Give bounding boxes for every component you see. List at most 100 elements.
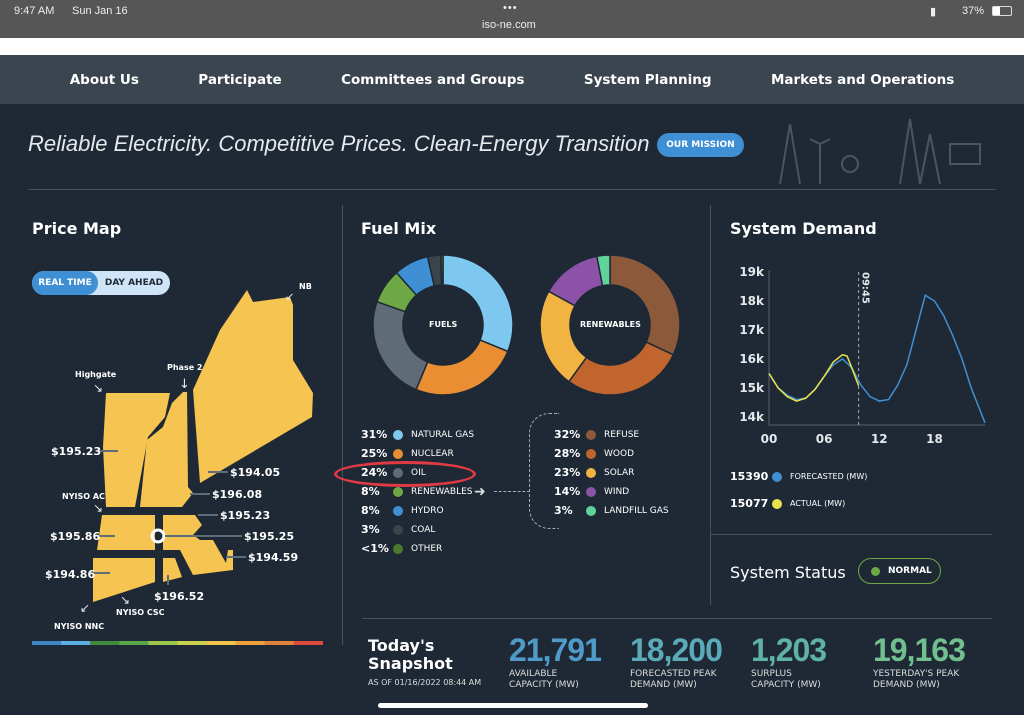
oil-highlight-circle [334, 461, 476, 487]
legend-label: COAL [411, 524, 436, 535]
price-nema[interactable]: $195.23 [220, 509, 271, 522]
demand-legend-item: 15077 ACTUAL (MW) [730, 490, 867, 517]
legend-item[interactable]: 8% RENEWABLES [361, 482, 474, 501]
our-mission-button[interactable]: OUR MISSION [657, 133, 744, 157]
legend-swatch-icon [393, 486, 403, 497]
x-tick-label: 00 [761, 432, 778, 446]
zone-vermont [103, 393, 170, 507]
legend-item[interactable]: 28% WOOD [554, 444, 669, 463]
real-time-tab[interactable]: REAL TIME [32, 271, 98, 295]
snapshot-stat: 1,203 SURPLUS CAPACITY (MW) [751, 632, 827, 691]
legend-label: HYDRO [411, 505, 444, 516]
scale-segment [293, 641, 323, 645]
legend-label: NATURAL GAS [411, 429, 475, 440]
legend-swatch-icon [393, 524, 403, 535]
scale-segment [177, 641, 207, 645]
legend-swatch-icon [586, 486, 596, 497]
phase2-arrow-icon: ↓ [179, 377, 190, 392]
legend-item[interactable]: 31% NATURAL GAS [361, 425, 474, 444]
fuels-slice-nuclear[interactable] [415, 339, 509, 396]
nav-system-planning[interactable]: System Planning [583, 71, 712, 88]
date: Sun Jan 16 [72, 5, 128, 17]
zone-wcma [97, 515, 155, 550]
y-tick-label: 18k [739, 294, 765, 308]
iface-nyiso-csc: NYISO CSC [116, 608, 165, 617]
fuels-slice-oil[interactable] [372, 300, 429, 391]
nav-about-us[interactable]: About Us [69, 71, 139, 88]
nb-arrow-icon: ↙ [285, 290, 294, 303]
legend-item[interactable]: 14% WIND [554, 482, 669, 501]
renewables-slice-solar[interactable] [539, 290, 588, 383]
renewables-legend: 32% REFUSE 28% WOOD 23% SOLAR 14% WIND 3% LANDFIL… [554, 425, 669, 520]
zone-rhode-island [163, 558, 182, 582]
price-wcma[interactable]: $195.86 [50, 530, 101, 543]
zone-maine [193, 290, 313, 483]
time: 9:47 AM [14, 5, 55, 17]
system-status-badge: NORMAL [858, 558, 941, 584]
legend-pct: 8% [361, 485, 380, 498]
new-england-map: ↙ ↓ ↘ ↘ ↘ ↙ [32, 290, 323, 645]
legend-pct: 23% [554, 466, 581, 479]
legend-item[interactable]: 3% COAL [361, 520, 474, 539]
stat-label-2: CAPACITY (MW) [509, 680, 579, 690]
legend-swatch-icon [393, 429, 403, 440]
price-maine[interactable]: $194.05 [230, 466, 281, 479]
renewables-slice-refuse[interactable] [609, 254, 681, 356]
fuel-mix-donuts [372, 254, 681, 396]
legend-swatch-icon [393, 505, 403, 516]
stat-value: 1,203 [751, 632, 827, 668]
renewables-slice-wood[interactable] [567, 341, 675, 396]
price-hub[interactable]: $195.25 [244, 530, 295, 543]
day-ahead-tab[interactable]: DAY AHEAD [104, 278, 164, 288]
nyiso-ac-arrow-icon: ↘ [93, 501, 103, 515]
scale-segment [119, 641, 149, 645]
legend-item[interactable]: 3% LANDFILL GAS [554, 501, 669, 520]
stat-label-1: YESTERDAY'S PEAK [873, 669, 960, 679]
legend-item[interactable]: 25% NUCLEAR [361, 444, 474, 463]
nav-markets[interactable]: Markets and Operations [770, 71, 955, 88]
more-icon[interactable]: ••• [503, 2, 518, 14]
price-sema[interactable]: $194.59 [248, 551, 299, 564]
stat-value: 19,163 [873, 632, 966, 668]
price-vermont[interactable]: $195.23 [51, 445, 102, 458]
demand-label: ACTUAL (MW) [790, 499, 846, 508]
legend-item[interactable]: <1% OTHER [361, 539, 474, 558]
fuels-slice-natural-gas[interactable] [442, 254, 514, 353]
price-new-hampshire[interactable]: $196.08 [212, 488, 263, 501]
price-connecticut[interactable]: $194.86 [45, 568, 96, 581]
legend-pct: 14% [554, 485, 581, 498]
scale-segment [264, 641, 294, 645]
legend-swatch-icon [586, 429, 596, 440]
x-tick-label: 12 [871, 432, 888, 446]
legend-swatch-icon [393, 448, 403, 459]
legend-pct: 3% [361, 523, 380, 536]
nyiso-csc-arrow-icon: ↘ [120, 593, 130, 607]
demand-legend: 15390 FORECASTED (MW) 15077 ACTUAL (MW) [730, 463, 867, 517]
zone-nema-sema [163, 515, 233, 575]
legend-label: LANDFILL GAS [604, 505, 669, 516]
url[interactable]: iso-ne.com [482, 19, 536, 31]
highgate-arrow-icon: ↘ [93, 381, 103, 395]
nav-participate[interactable]: Participate [198, 71, 282, 88]
demand-label: FORECASTED (MW) [790, 472, 868, 481]
iface-nyiso-nnc: NYISO NNC [54, 622, 105, 631]
energy-icons-decoration [779, 118, 981, 185]
renewables-slice-landfill-gas[interactable] [596, 254, 611, 287]
legend-item[interactable]: 23% SOLAR [554, 463, 669, 482]
connector-bracket [529, 413, 559, 529]
renewables-donut-label: RENEWABLES [580, 320, 641, 329]
demand-legend-item: 15390 FORECASTED (MW) [730, 463, 867, 490]
price-rhode-island[interactable]: $196.52 [154, 590, 205, 603]
legend-pct: 8% [361, 504, 380, 517]
nav-committees[interactable]: Committees and Groups [341, 71, 525, 88]
y-tick-label: 16k [739, 352, 765, 366]
legend-pct: 32% [554, 428, 581, 441]
snapshot-title-line1: Today's [368, 636, 435, 655]
arrow-right-icon: ➜ [474, 484, 486, 500]
legend-item[interactable]: 8% HYDRO [361, 501, 474, 520]
legend-item[interactable]: 32% REFUSE [554, 425, 669, 444]
scale-segment [32, 641, 62, 645]
fuels-slice-other[interactable] [440, 254, 444, 286]
legend-swatch-icon [586, 505, 596, 516]
legend-label: SOLAR [604, 467, 635, 478]
